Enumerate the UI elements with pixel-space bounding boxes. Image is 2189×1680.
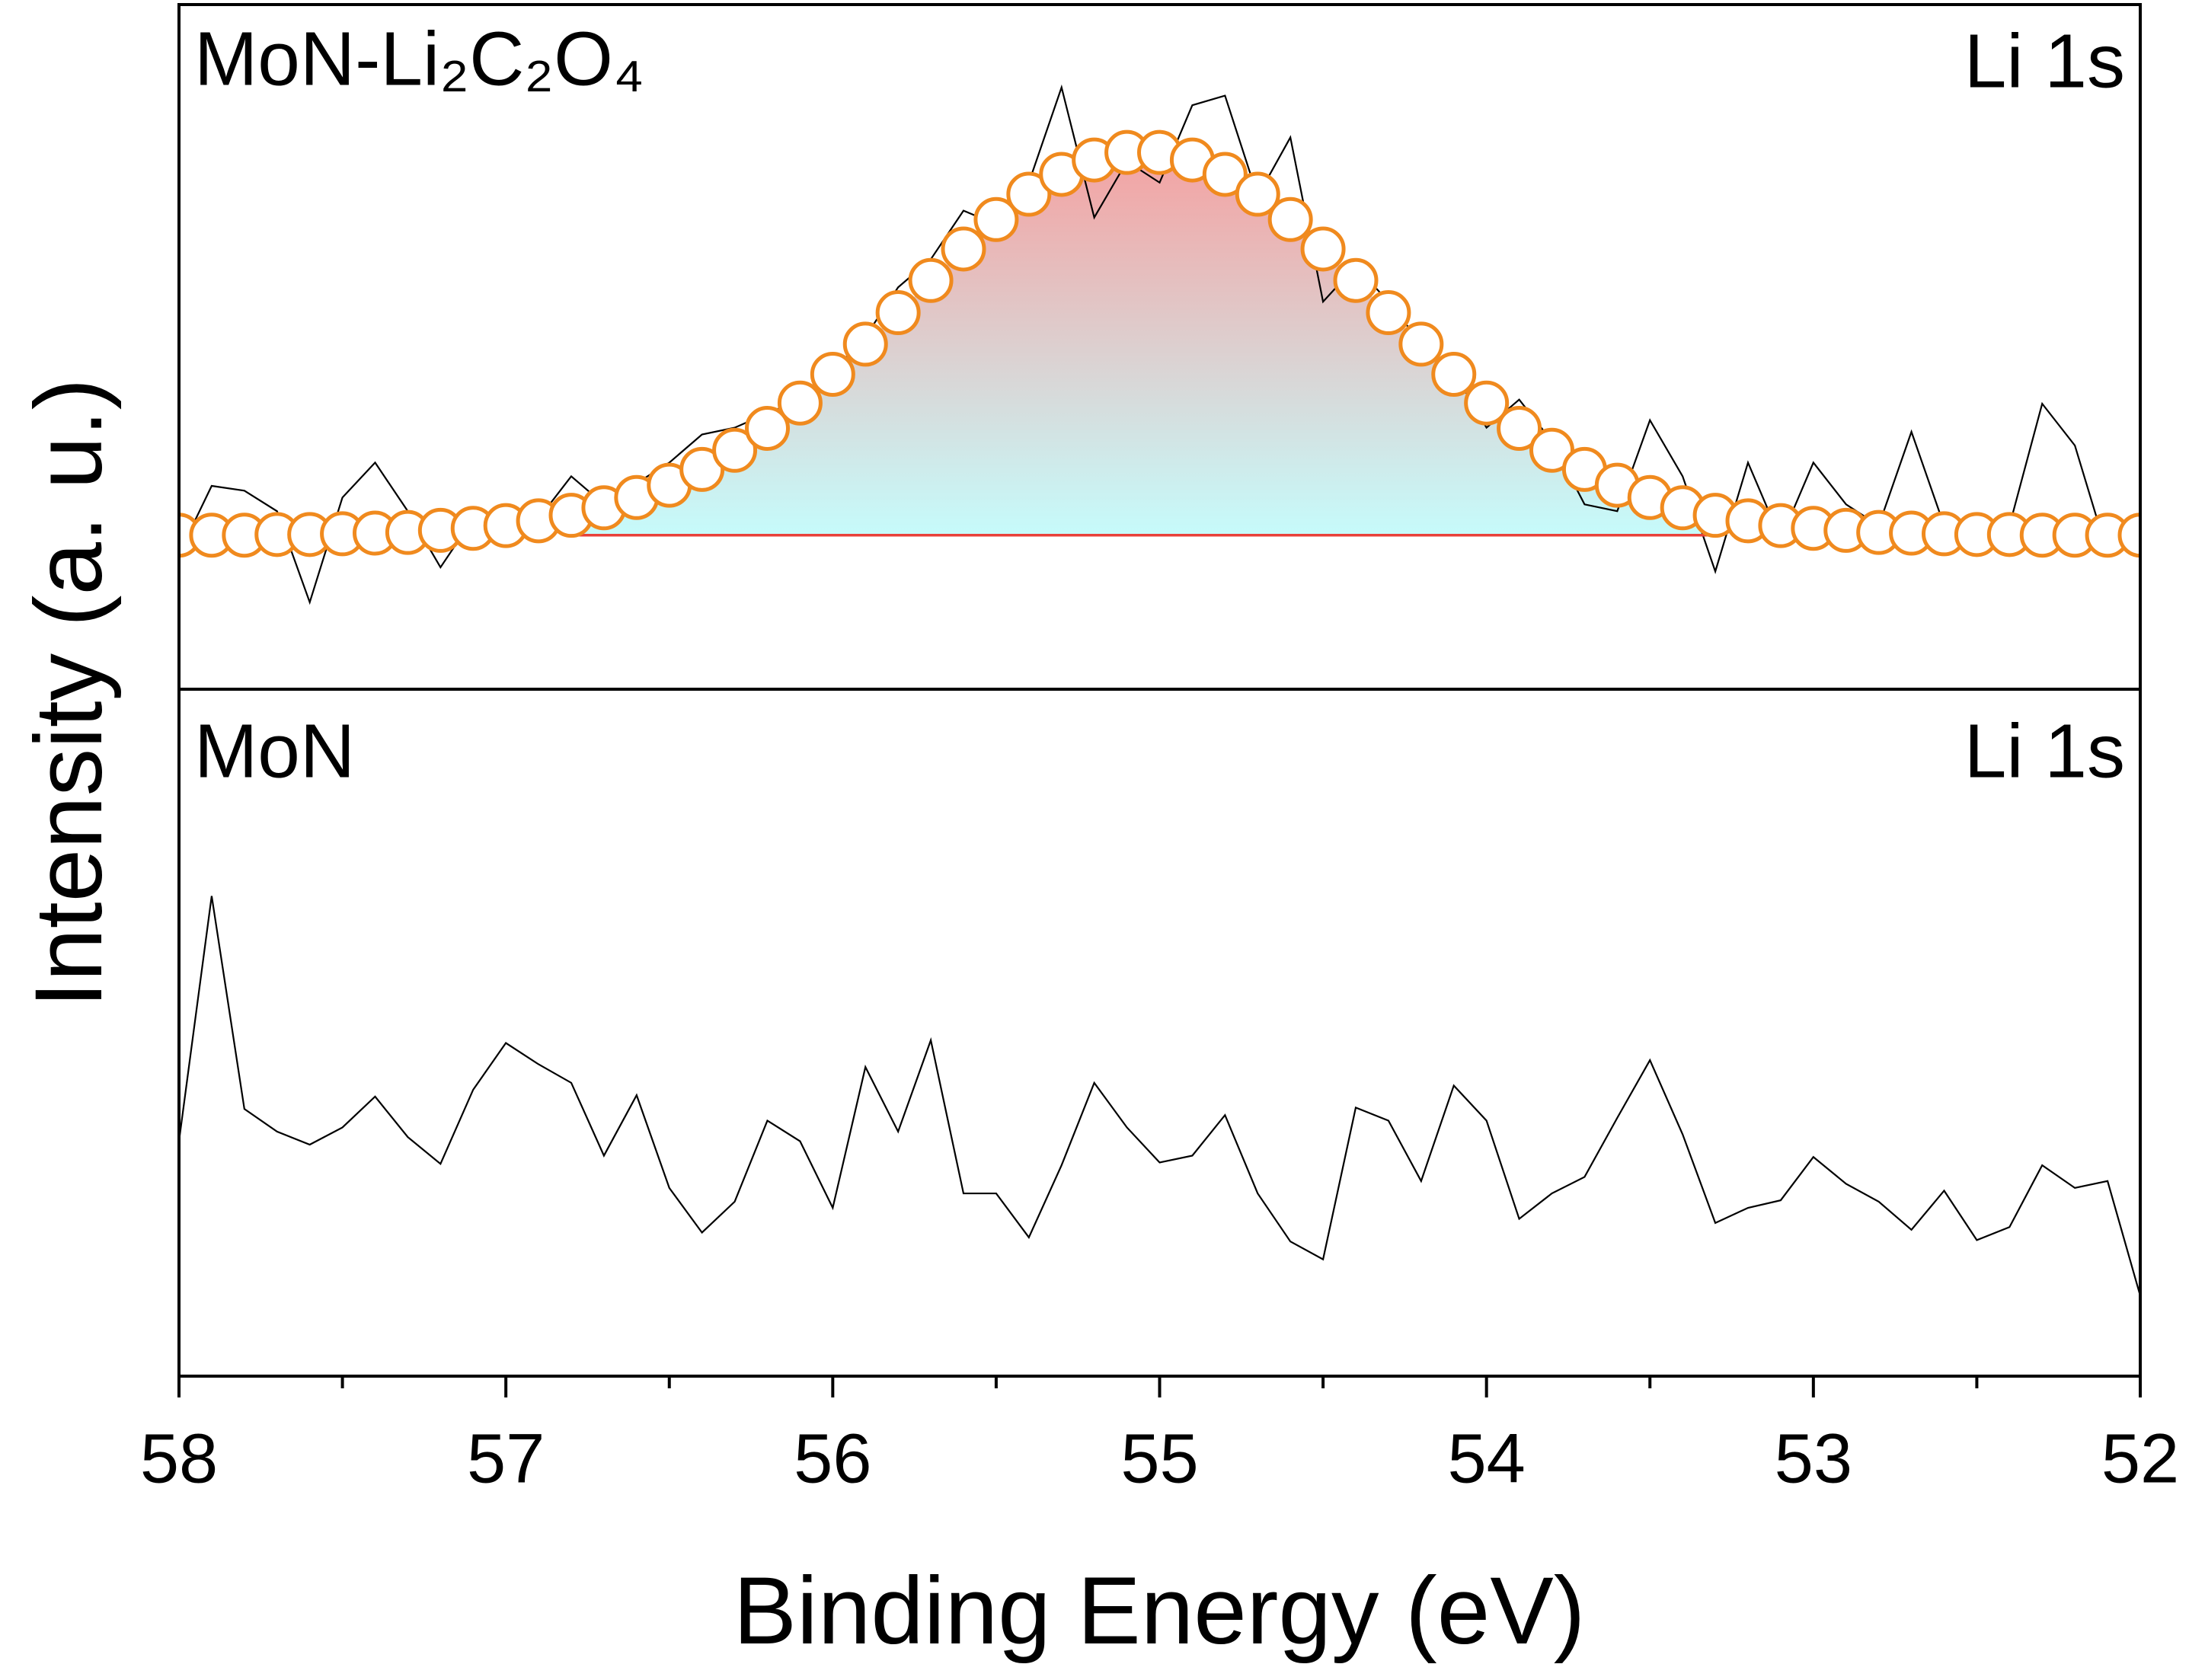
fit-marker	[908, 257, 954, 303]
fit-marker	[1366, 290, 1411, 336]
fit-marker	[1235, 171, 1280, 217]
fit-marker	[1202, 152, 1248, 197]
panel-frame	[177, 688, 2142, 1378]
data-line	[179, 896, 2140, 1296]
fit-marker	[777, 380, 823, 426]
panel-label: MoN-Li₂C₂O₄	[194, 16, 644, 101]
x-tick-label: 56	[794, 1420, 871, 1497]
fit-marker	[1300, 226, 1346, 272]
fit-marker	[1464, 380, 1510, 426]
fit-marker	[1431, 351, 1477, 397]
fit-marker	[941, 226, 986, 272]
panel-annotation: Li 1s	[1964, 18, 2125, 104]
panel	[179, 84, 2140, 605]
y-axis-title: Intensity (a. u.)	[16, 378, 122, 1008]
panel-annotation: Li 1s	[1964, 708, 2125, 794]
fit-marker	[1497, 405, 1542, 451]
fit-marker	[1267, 196, 1313, 242]
fit-marker	[712, 427, 758, 473]
fit-marker	[1333, 257, 1379, 303]
fit-marker	[679, 446, 725, 492]
x-tick-label: 54	[1447, 1420, 1525, 1497]
fit-marker	[810, 351, 855, 397]
panel	[179, 896, 2140, 1296]
fit-marker	[875, 290, 921, 336]
x-tick-label: 55	[1120, 1420, 1198, 1497]
fit-marker	[745, 405, 790, 451]
fit-marker	[2117, 513, 2140, 558]
x-tick-label: 58	[140, 1420, 218, 1497]
x-tick-label: 53	[1775, 1420, 1852, 1497]
panel-label: MoN	[194, 708, 355, 794]
x-tick-label: 52	[2101, 1420, 2179, 1497]
fit-marker	[973, 196, 1019, 242]
fit-marker	[1398, 321, 1444, 367]
fit-marker	[1006, 171, 1052, 217]
x-tick-label: 57	[467, 1420, 545, 1497]
fit-marker	[842, 321, 888, 367]
x-axis-title: Binding Energy (eV)	[733, 1558, 1586, 1664]
peak-area	[571, 152, 1716, 535]
fit-marker	[1529, 427, 1574, 473]
plots	[179, 84, 2140, 1296]
